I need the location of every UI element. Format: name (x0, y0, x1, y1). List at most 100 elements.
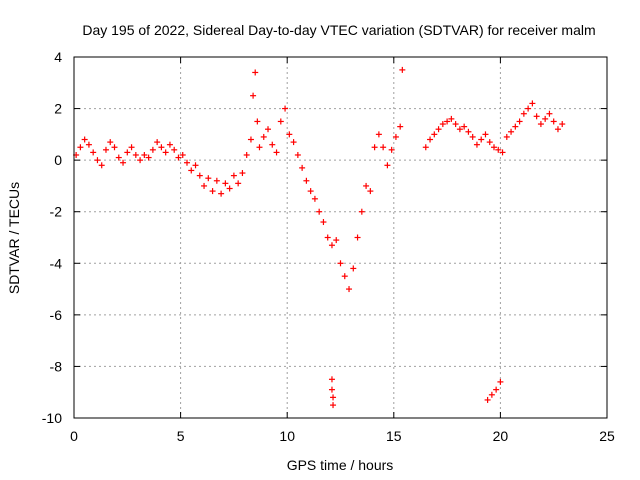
data-point (179, 151, 186, 158)
data-point (102, 146, 109, 153)
data-point (493, 386, 500, 393)
data-point (491, 144, 498, 151)
data-point (192, 162, 199, 169)
data-point (520, 110, 527, 117)
y-axis-label: SDTVAR / TECUs (6, 182, 22, 294)
data-point (559, 121, 566, 128)
data-point (137, 157, 144, 164)
data-point (554, 126, 561, 133)
data-point (205, 175, 212, 182)
data-point (256, 144, 263, 151)
data-point (330, 402, 337, 409)
x-tick-label: 15 (386, 428, 402, 444)
data-point (388, 146, 395, 153)
data-point (222, 180, 229, 187)
y-tick-label: 4 (54, 49, 62, 65)
data-point (166, 141, 173, 148)
y-axis-ticks: -10 -8 -6 -4 -2 0 2 4 (42, 49, 607, 426)
data-point (316, 208, 323, 215)
data-point (478, 136, 485, 143)
y-tick-label: -6 (50, 307, 63, 323)
x-axis-ticks: 0 5 10 15 20 25 (70, 57, 615, 444)
data-point (525, 105, 532, 112)
data-point (484, 396, 491, 403)
plot-frame (73, 56, 608, 419)
data-point (350, 265, 357, 272)
data-point (145, 154, 152, 161)
data-point (311, 195, 318, 202)
x-tick-label: 20 (493, 428, 509, 444)
data-point (497, 378, 504, 385)
data-point (465, 128, 472, 135)
data-point (542, 115, 549, 122)
data-point (94, 157, 101, 164)
data-point (235, 180, 242, 187)
data-point (516, 118, 523, 125)
data-point (286, 131, 293, 138)
data-point (269, 141, 276, 148)
data-point (392, 133, 399, 140)
data-point (201, 182, 208, 189)
data-point (371, 144, 378, 151)
data-point (132, 151, 139, 158)
data-point (188, 167, 195, 174)
data-point (546, 110, 553, 117)
data-point (444, 118, 451, 125)
data-point (277, 118, 284, 125)
data-point (427, 136, 434, 143)
data-point (149, 146, 156, 153)
y-tick-label: 0 (54, 152, 62, 168)
data-point (341, 273, 348, 280)
data-point (503, 133, 510, 140)
data-point (299, 164, 306, 171)
y-tick-label: -2 (50, 204, 63, 220)
x-tick-label: 0 (70, 428, 78, 444)
data-point (239, 170, 246, 177)
data-point (337, 260, 344, 267)
data-point (529, 100, 536, 107)
data-point (328, 386, 335, 393)
data-point (124, 149, 131, 156)
data-point (115, 154, 122, 161)
data-point (162, 149, 169, 156)
y-tick-label: -10 (42, 410, 62, 426)
y-tick-label: -8 (50, 358, 63, 374)
data-point (85, 141, 92, 148)
data-point (196, 172, 203, 179)
data-point (218, 190, 225, 197)
data-point (512, 123, 519, 130)
data-point (495, 146, 502, 153)
data-point (250, 92, 257, 99)
data-point (422, 144, 429, 151)
data-point (265, 126, 272, 133)
data-point (254, 118, 261, 125)
data-point (508, 128, 515, 135)
data-point (452, 121, 459, 128)
data-point (439, 121, 446, 128)
data-point (486, 139, 493, 146)
data-point (282, 105, 289, 112)
data-point (384, 162, 391, 169)
data-point (537, 121, 544, 128)
x-tick-label: 5 (177, 428, 185, 444)
data-point (183, 159, 190, 166)
data-point (431, 131, 438, 138)
data-point (320, 219, 327, 226)
data-point (435, 126, 442, 133)
data-point (358, 208, 365, 215)
data-point (324, 234, 331, 241)
data-point (307, 188, 314, 195)
data-points (73, 66, 566, 409)
data-point (141, 151, 148, 158)
data-point (473, 141, 480, 148)
data-point (230, 172, 237, 179)
data-point (290, 139, 297, 146)
data-point (273, 149, 280, 156)
data-point (456, 126, 463, 133)
data-point (461, 123, 468, 130)
data-point (209, 188, 216, 195)
x-axis-label: GPS time / hours (287, 457, 394, 473)
data-point (375, 131, 382, 138)
